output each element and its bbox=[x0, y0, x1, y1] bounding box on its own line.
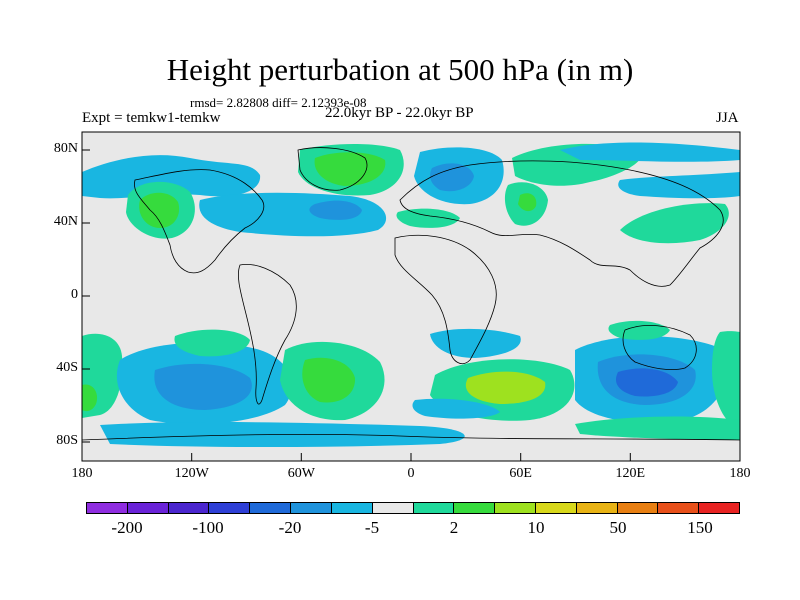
contour-australia-south-center bbox=[615, 368, 678, 397]
x-axis-ticks bbox=[81, 453, 741, 461]
contour-na-high-lat-negative bbox=[82, 155, 261, 199]
chart-title: Height perturbation at 500 hPa (in m) bbox=[166, 52, 634, 87]
contour-mediterranean-positive bbox=[396, 208, 460, 228]
contour-atlantic-negative-core bbox=[309, 200, 362, 220]
coast-north-america bbox=[134, 169, 265, 274]
coast-africa bbox=[394, 234, 497, 364]
colorbar-swatch bbox=[576, 503, 618, 513]
colorbar-label: -5 bbox=[364, 518, 380, 537]
colorbar-swatch bbox=[87, 503, 128, 513]
contour-south-atlantic-core bbox=[302, 357, 356, 403]
contour-east-asia-negative bbox=[618, 172, 740, 199]
colorbar-label: -20 bbox=[278, 518, 302, 537]
coastlines bbox=[82, 147, 740, 441]
period-label: 22.0kyr BP - 22.0kyr BP bbox=[325, 105, 474, 121]
coast-antarctica bbox=[82, 433, 740, 441]
x-label-120w: 120W bbox=[174, 466, 209, 481]
contour-south-africa-negative bbox=[430, 328, 521, 358]
contour-indian-ocean-core bbox=[465, 371, 546, 404]
colorbar-swatch bbox=[209, 503, 251, 513]
colorbar-swatch bbox=[331, 503, 373, 513]
colorbar-swatch bbox=[127, 503, 169, 513]
coast-europe-asia bbox=[399, 160, 724, 287]
colorbar-swatch bbox=[250, 503, 292, 513]
colorbar-label: 50 bbox=[609, 518, 627, 537]
coast-greenland bbox=[297, 147, 368, 191]
contour-europe-negative-core bbox=[430, 163, 474, 192]
coast-south-america bbox=[237, 263, 297, 405]
x-label-180-west: 180 bbox=[71, 466, 93, 481]
x-label-60w: 60W bbox=[287, 466, 315, 481]
y-label-40s: 40S bbox=[56, 360, 78, 375]
colorbar-swatch bbox=[413, 503, 455, 513]
contour-pacific-positive-core bbox=[139, 192, 180, 228]
colorbar-swatch bbox=[699, 503, 739, 513]
contour-pacific-east-southern-positive bbox=[712, 331, 740, 430]
contour-field bbox=[82, 132, 740, 461]
colorbar-swatch bbox=[617, 503, 659, 513]
contour-arctic-negative bbox=[560, 142, 740, 162]
contour-antarctic-positive bbox=[575, 416, 740, 440]
colorbar-swatch bbox=[658, 503, 700, 513]
contour-greenland-positive-core bbox=[314, 152, 386, 186]
experiment-label: Expt = temkw1-temkw bbox=[82, 110, 221, 126]
coast-australia bbox=[622, 325, 697, 370]
y-label-40n: 40N bbox=[53, 214, 78, 229]
y-label-0: 0 bbox=[71, 287, 78, 302]
rmsd-stats: rmsd= 2.82808 diff= 2.12393e-08 bbox=[190, 95, 367, 110]
y-label-80n: 80N bbox=[53, 141, 78, 156]
contour-south-pacific-negative-core bbox=[154, 363, 252, 410]
contour-subtropic-east-positive bbox=[174, 329, 250, 357]
colorbar-swatch bbox=[454, 503, 496, 513]
colorbar-swatch bbox=[291, 503, 332, 513]
colorbar-label: -100 bbox=[192, 518, 224, 537]
colorbar bbox=[86, 502, 740, 514]
colorbar-label: 2 bbox=[449, 518, 459, 537]
contour-central-asia-core bbox=[518, 193, 537, 212]
colorbar-swatch bbox=[372, 503, 414, 513]
contour-south-indian-negative bbox=[412, 398, 500, 419]
colorbar-label: 10 bbox=[527, 518, 545, 537]
y-axis-ticks bbox=[82, 149, 90, 443]
colorbar-label: 150 bbox=[687, 518, 713, 537]
contour-north-pacific-positive bbox=[620, 203, 729, 244]
colorbar-swatch bbox=[535, 503, 577, 513]
colorbar-swatch bbox=[168, 503, 210, 513]
contour-south-pacific-west-core bbox=[82, 384, 98, 412]
x-label-60e: 60E bbox=[509, 466, 532, 481]
x-label-120e: 120E bbox=[615, 466, 646, 481]
y-label-80s: 80S bbox=[56, 433, 78, 448]
x-label-180-east: 180 bbox=[729, 466, 751, 481]
colorbar-swatch bbox=[495, 503, 536, 513]
season-label: JJA bbox=[716, 110, 739, 126]
x-label-0: 0 bbox=[407, 466, 415, 481]
colorbar-label: -200 bbox=[111, 518, 143, 537]
